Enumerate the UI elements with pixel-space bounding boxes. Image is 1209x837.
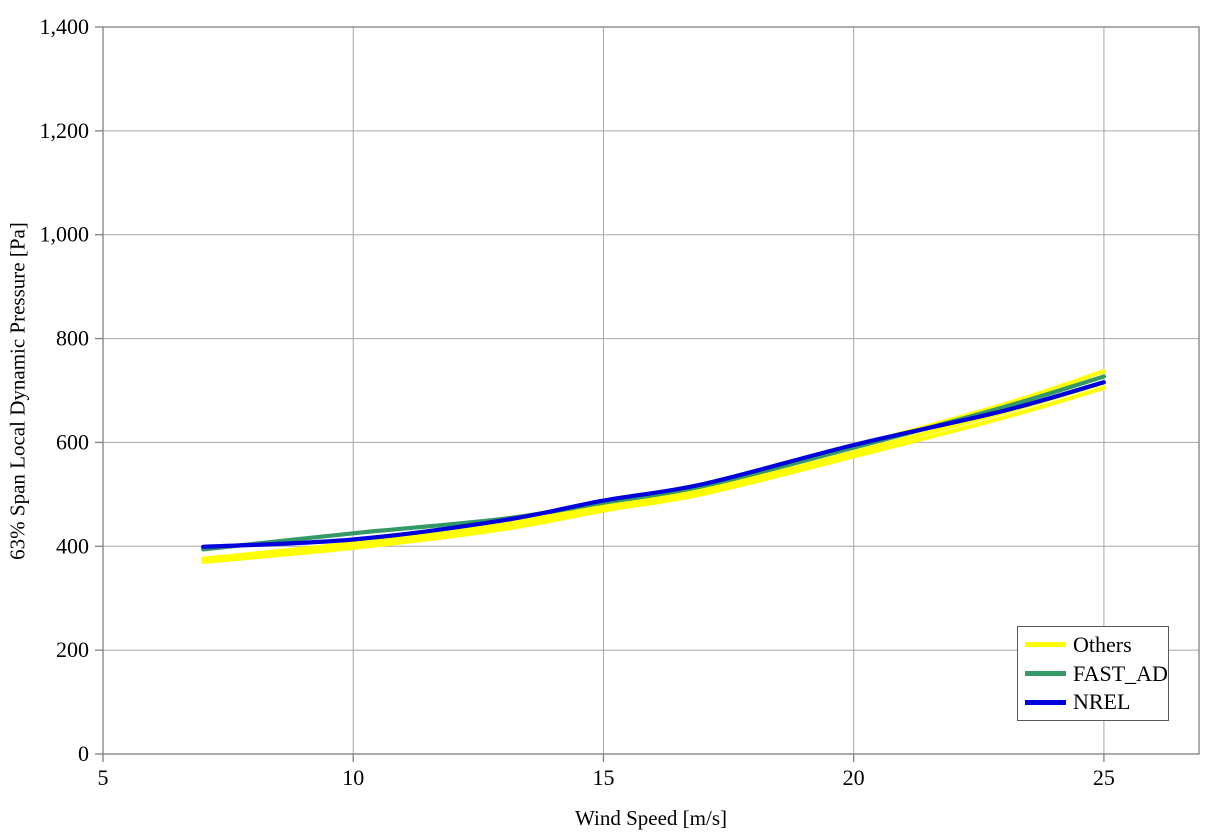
others-line-swatch <box>1025 642 1066 648</box>
svg-text:5: 5 <box>98 765 109 790</box>
legend-label-nrel: NREL <box>1073 689 1131 715</box>
legend-item-fast-ad: FAST_AD <box>1025 660 1168 686</box>
svg-text:400: 400 <box>56 533 89 558</box>
y-axis-title: 63% Span Local Dynamic Pressure [Pa] <box>5 222 30 560</box>
fast-ad-line-swatch <box>1025 671 1066 676</box>
legend-item-nrel: NREL <box>1025 691 1168 713</box>
svg-text:15: 15 <box>592 765 614 790</box>
legend-label-others: Others <box>1073 631 1132 657</box>
svg-text:20: 20 <box>843 765 865 790</box>
legend: Others FAST_AD NREL <box>1017 626 1169 721</box>
x-axis-title: Wind Speed [m/s] <box>575 806 727 830</box>
legend-label-fast-ad: FAST_AD <box>1073 660 1168 686</box>
svg-text:10: 10 <box>342 765 364 790</box>
svg-text:200: 200 <box>56 637 89 662</box>
svg-text:1,400: 1,400 <box>40 14 90 39</box>
svg-text:0: 0 <box>78 741 89 766</box>
svg-text:600: 600 <box>56 429 89 454</box>
legend-item-others: Others <box>1025 631 1168 657</box>
nrel-line-swatch <box>1025 699 1066 705</box>
svg-text:1,000: 1,000 <box>40 222 90 247</box>
svg-text:800: 800 <box>56 326 89 351</box>
svg-text:25: 25 <box>1093 765 1115 790</box>
svg-text:1,200: 1,200 <box>40 118 90 143</box>
